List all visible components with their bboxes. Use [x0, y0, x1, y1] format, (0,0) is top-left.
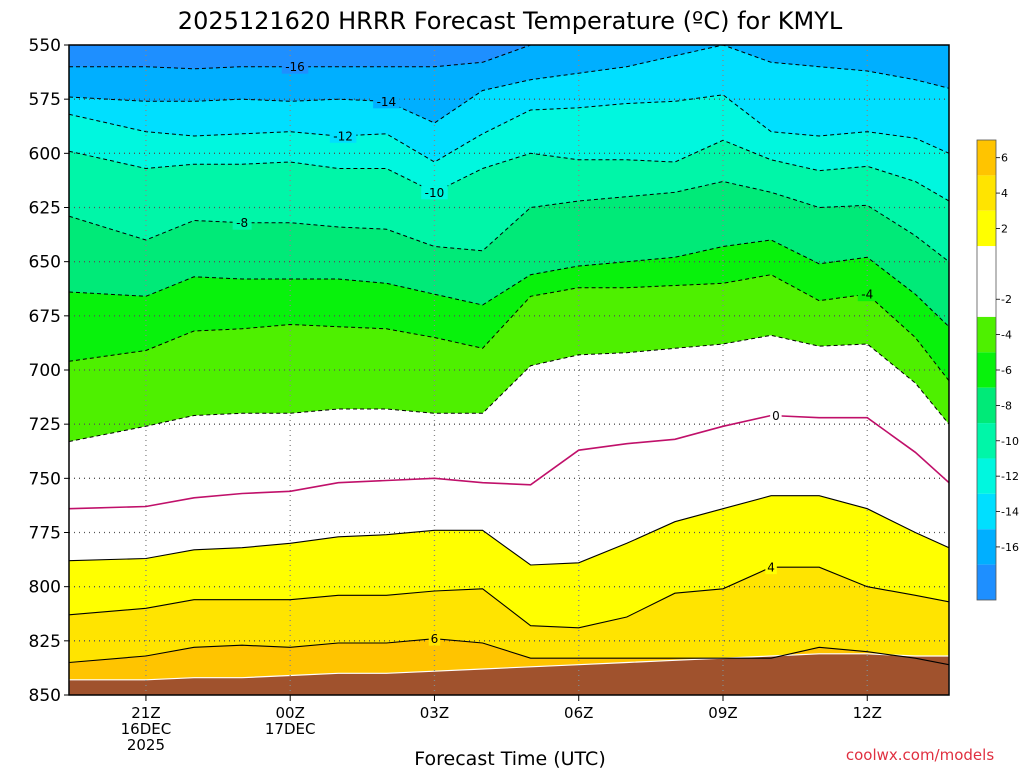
colorbar-swatch: [977, 458, 996, 494]
colorbar-swatch: [977, 175, 996, 211]
colorbar-label: -14: [1001, 506, 1019, 519]
isotherm-label-bg: [428, 631, 441, 646]
x-tick-label: 09Z: [708, 704, 737, 722]
isotherm-label--8: -8: [236, 216, 248, 230]
isotherm-label--14: -14: [377, 95, 397, 109]
grid-lines: [69, 45, 949, 695]
colorbar-label: 4: [1001, 187, 1008, 200]
colorbar-label: -4: [1001, 329, 1012, 342]
x-axis-label: Forecast Time (UTC): [414, 748, 605, 768]
colorbar-label: -10: [1001, 435, 1019, 448]
colorbar: 6 4 2 -2 -4 -6 -8 -10 -12 -14 -16: [976, 139, 1019, 601]
isotherm-label-bg: [281, 59, 309, 74]
y-tick-label: 550: [29, 36, 61, 56]
y-tick-label: 575: [29, 90, 61, 110]
x-tick-label: 06Z: [564, 704, 593, 722]
colorbar-label: -2: [1001, 293, 1012, 306]
isotherm-label--16: -16: [285, 60, 305, 74]
colorbar-label: 6: [1001, 152, 1008, 165]
x-tick-label: 21Z: [131, 704, 160, 722]
isotherm-labels: -16 -14 -12 -10 -8 -4 0 4 6: [232, 59, 877, 646]
isotherm-6: [69, 638, 949, 666]
isotherm-label-bg: [765, 560, 777, 575]
isotherm-label-bg: [421, 185, 448, 200]
colorbar-swatch: [977, 493, 996, 530]
y-axis-ticks: 550 575 600 625 650 675 700 725 750 775 800 825 850: [29, 36, 69, 706]
colorbar-swatch: [977, 140, 996, 176]
y-tick-label: 600: [29, 144, 61, 164]
isotherm--2: [69, 334, 949, 442]
colorbar-label: -12: [1001, 470, 1019, 483]
x-tick-label: 00Z: [276, 704, 305, 722]
chart-title: 2025121620 HRRR Forecast Temperature (ºC…: [178, 7, 843, 35]
isotherm--10: [69, 139, 949, 202]
isotherm--14: [69, 45, 949, 124]
colorbar-swatch: [977, 210, 996, 247]
isotherm-label-6: 6: [431, 632, 439, 646]
isotherm-4: [69, 566, 949, 629]
temperature-fills: [69, 45, 949, 695]
y-tick-label: 850: [29, 686, 61, 706]
colorbar-swatch: [977, 316, 996, 353]
x-tick-label: 17DEC: [265, 720, 316, 738]
isotherm-label-bg: [857, 287, 877, 302]
plot-area: -16 -14 -12 -10 -8 -4 0 4 6: [69, 45, 949, 695]
isotherm--4: [69, 274, 949, 382]
colorbar-swatch: [977, 564, 996, 600]
colorbar-label: -16: [1001, 541, 1019, 554]
credit-link[interactable]: coolwx.com/models: [846, 746, 994, 764]
isotherm-label-bg: [770, 408, 782, 423]
x-tick-label: 2025: [127, 736, 165, 754]
y-tick-label: 725: [29, 415, 61, 435]
y-tick-label: 825: [29, 632, 61, 652]
colorbar-swatch: [977, 352, 996, 388]
isotherm-label--12: -12: [333, 129, 353, 143]
colorbar-label: -6: [1001, 364, 1012, 377]
colorbar-swatch: [977, 246, 996, 282]
colorbar-label: -8: [1001, 399, 1012, 412]
isotherm-label--4: -4: [861, 288, 873, 302]
colorbar-swatch: [977, 387, 996, 424]
x-tick-label: 16DEC: [121, 720, 172, 738]
isotherm--12: [69, 94, 949, 163]
x-tick-label: 12Z: [853, 704, 882, 722]
isotherm-label-bg: [329, 128, 357, 143]
y-tick-label: 700: [29, 361, 61, 381]
y-tick-label: 750: [29, 469, 61, 489]
isotherm-0: [69, 414, 949, 510]
colorbar-label: 2: [1001, 222, 1008, 235]
ground-area: [69, 653, 949, 695]
isotherm-label-4: 4: [767, 561, 775, 575]
y-tick-label: 625: [29, 199, 61, 219]
y-tick-label: 675: [29, 307, 61, 327]
colorbar-swatch: [977, 529, 996, 565]
colorbar-swatch: [977, 281, 996, 317]
isotherm-label-0: 0: [772, 409, 780, 423]
isotherm--6: [69, 239, 949, 328]
isotherm-label--10: -10: [425, 186, 445, 200]
colorbar-swatch: [977, 423, 996, 459]
x-tick-label: 03Z: [420, 704, 449, 722]
isotherm-label-bg: [232, 215, 252, 230]
y-tick-label: 800: [29, 578, 61, 598]
y-tick-label: 775: [29, 524, 61, 544]
isotherm-lines: [69, 45, 949, 666]
isotherm-2: [69, 495, 949, 566]
y-tick-label: 650: [29, 253, 61, 273]
terrain-ground: [69, 653, 949, 695]
isotherm-label-bg: [373, 94, 400, 109]
